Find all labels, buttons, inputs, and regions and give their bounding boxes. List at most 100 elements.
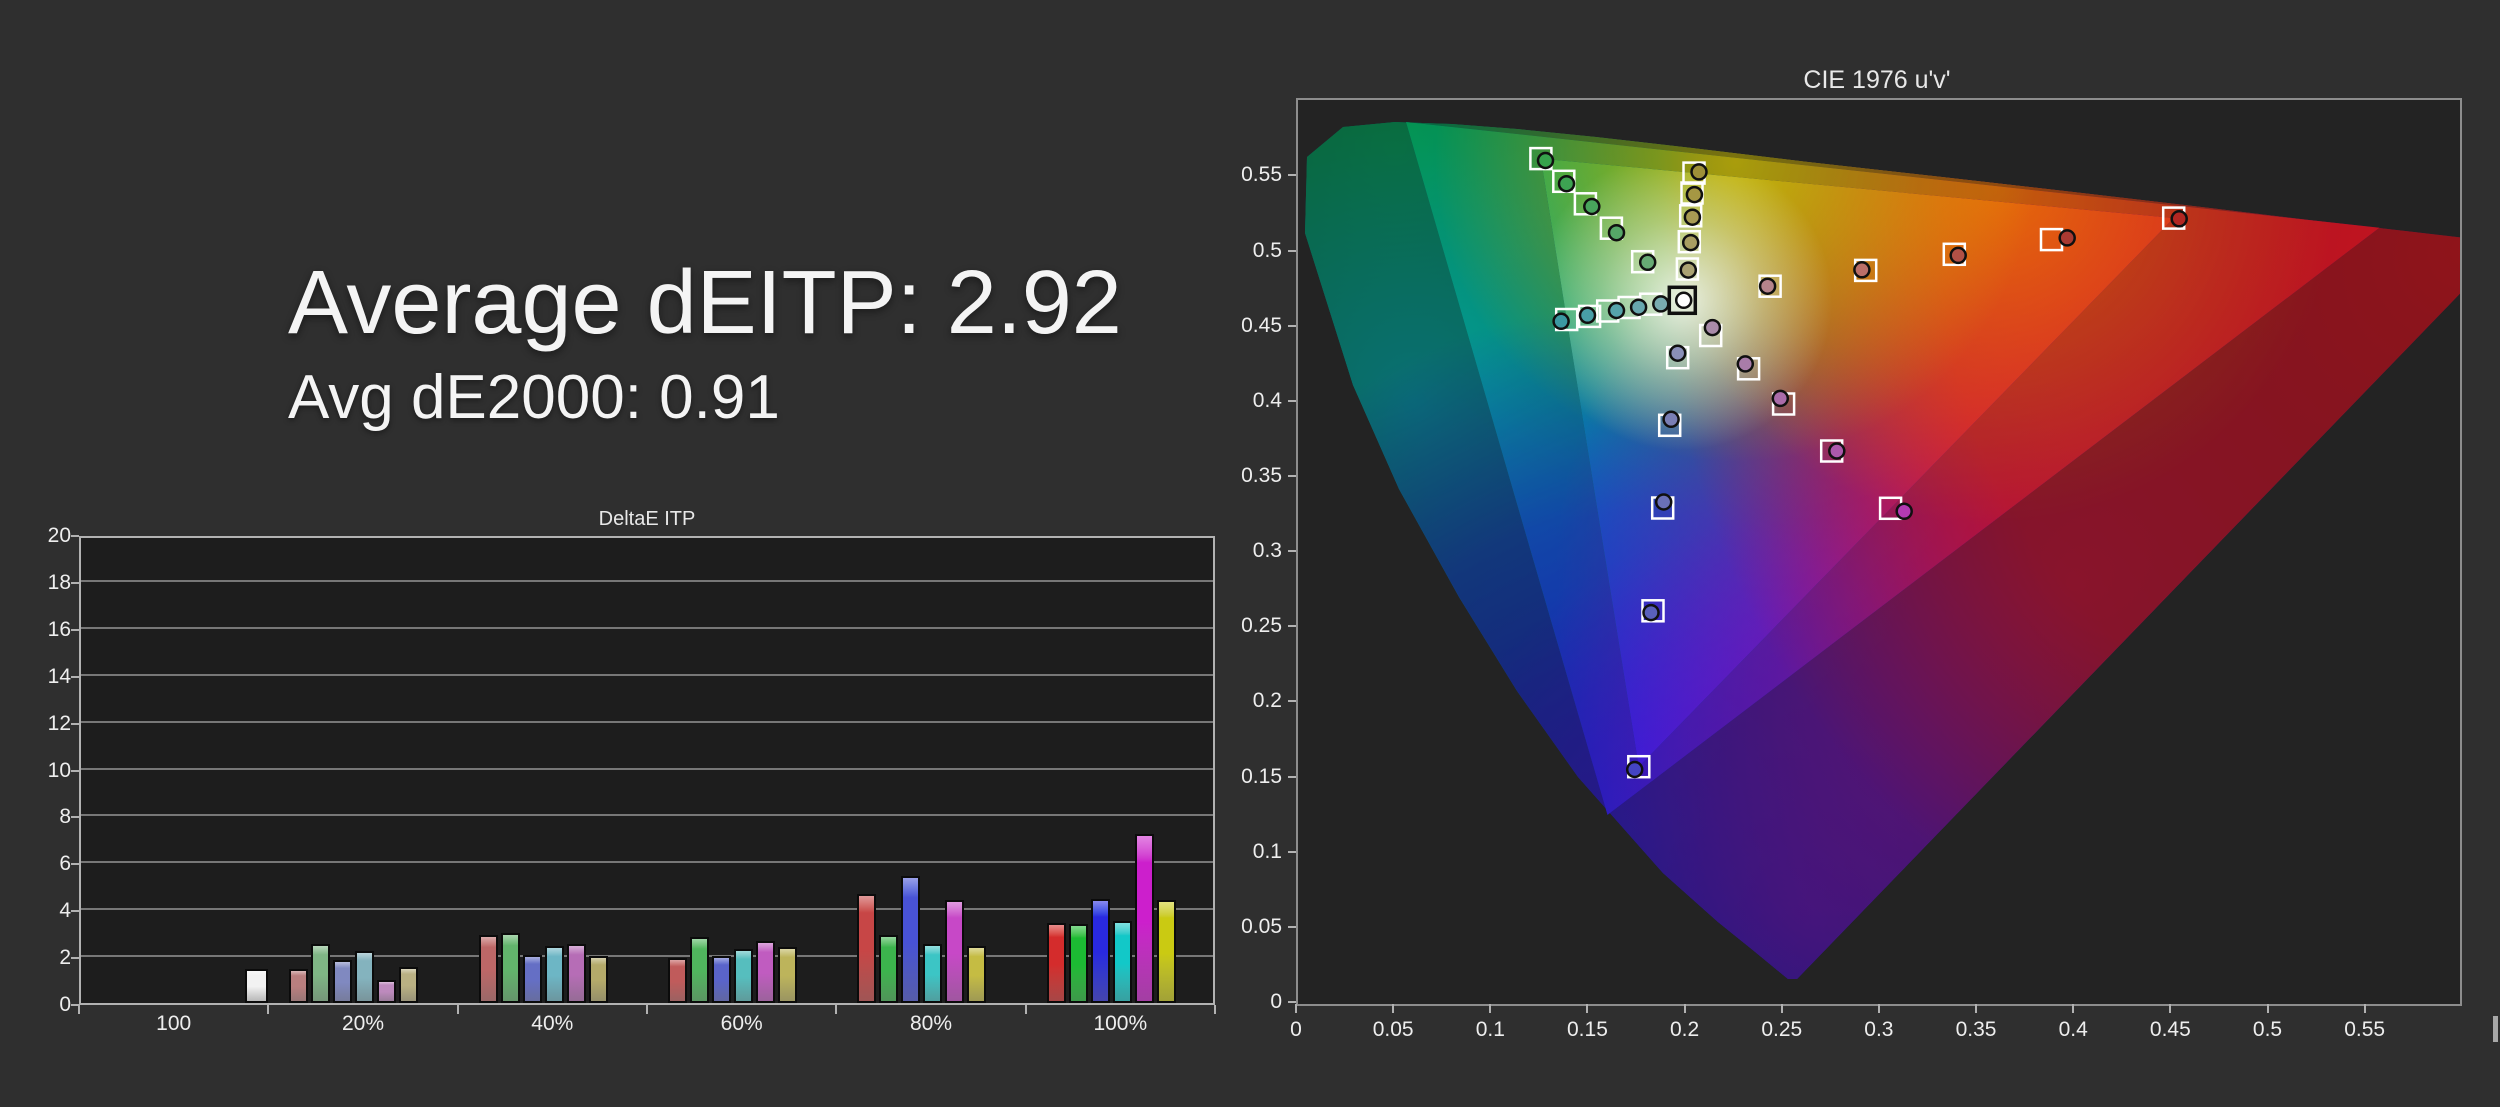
- cie-y-tick-label: 0: [1270, 990, 1282, 1013]
- cie-x-tick-label: 0.5: [2252, 1018, 2283, 1041]
- cie-x-tick-label: 0.55: [2344, 1018, 2386, 1041]
- cie-x-tick-label: 0.35: [1955, 1018, 1997, 1041]
- measured-circle-cyan-60: [1607, 301, 1626, 320]
- bar-y-tick: [71, 722, 79, 725]
- average-de2000-readout: Avg dE2000: 0.91: [288, 363, 780, 432]
- cie-y-tick-label: 0.15: [1241, 764, 1282, 788]
- bar-x-group-label: 100: [156, 1012, 192, 1035]
- bar-gridline: [81, 955, 1213, 958]
- measured-circle-blue-80: [1642, 603, 1660, 622]
- bar-magenta: [566, 944, 586, 1003]
- measured-circle-blue-20: [1668, 344, 1687, 362]
- bar-green: [311, 944, 331, 1003]
- bar-y-tick-label: 0: [59, 993, 71, 1016]
- bar-gridline: [81, 673, 1213, 676]
- bar-y-tick-label: 2: [59, 946, 71, 970]
- cie-y-tick-label: 0.1: [1252, 839, 1282, 863]
- measured-circle-green-40: [1607, 223, 1626, 242]
- cie-x-tick: [2072, 1004, 2075, 1013]
- bar-x-group-label: 60%: [720, 1012, 763, 1035]
- bar-gridline: [81, 908, 1213, 911]
- bar-group-boundary-tick: [835, 1005, 838, 1014]
- bar-blue: [901, 876, 921, 1003]
- bar-y-tick-label: 6: [59, 852, 71, 876]
- cie-x-tick-label: 0.15: [1567, 1018, 1608, 1041]
- bar-magenta: [945, 900, 965, 1003]
- cie-y-tick-label: 0.45: [1241, 313, 1282, 337]
- bar-x-group-label: 20%: [341, 1012, 384, 1035]
- cie-y-tick: [1288, 174, 1296, 177]
- cie-x-tick-label: 0.3: [1864, 1018, 1894, 1041]
- cie-x-tick: [2169, 1004, 2172, 1013]
- cie-y-tick: [1288, 1001, 1296, 1003]
- cie-x-tick: [1975, 1004, 1978, 1013]
- measured-circle-yellow-40: [1681, 233, 1700, 252]
- bar-y-tick: [71, 816, 79, 819]
- bar-cyan: [734, 949, 753, 1003]
- target-square-yellow-60: [1678, 204, 1703, 228]
- cie-1976-diagram: [1296, 98, 2462, 1006]
- cie-y-tick: [1288, 700, 1296, 703]
- measured-circle-red-20: [1758, 277, 1777, 295]
- measured-circle-cyan-40: [1629, 298, 1648, 316]
- measured-circle-yellow-80: [1685, 185, 1704, 204]
- measured-circle-red-80: [2058, 229, 2076, 247]
- bar-y-tick: [71, 581, 79, 584]
- cie-x-tick: [1877, 1004, 1880, 1013]
- measured-circle-magenta-80: [1828, 442, 1846, 460]
- cie-y-tick-label: 0.2: [1252, 689, 1282, 713]
- bar-group-boundary-tick: [646, 1005, 648, 1014]
- cie-x-tick-label: 0.05: [1372, 1018, 1414, 1041]
- bar-y-tick: [71, 957, 79, 960]
- bar-cyan: [355, 951, 375, 1003]
- cie-y-tick: [1288, 775, 1296, 778]
- cie-x-tick: [1392, 1004, 1395, 1013]
- cie-x-tick: [1489, 1004, 1492, 1013]
- bar-group-boundary-tick: [78, 1005, 80, 1014]
- cie-y-tick: [1288, 474, 1296, 477]
- cie-x-tick-label: 0.4: [2058, 1018, 2088, 1041]
- measured-circle-blue-60: [1654, 493, 1673, 511]
- bar-gridline: [81, 861, 1213, 864]
- cie-y-tick-label: 0.3: [1252, 539, 1282, 563]
- bar-y-tick: [71, 1004, 79, 1006]
- cie-y-tick-label: 0.35: [1241, 463, 1282, 487]
- bar-magenta: [377, 980, 397, 1003]
- cie-y-tick: [1288, 625, 1296, 628]
- bar-blue: [522, 955, 542, 1003]
- bar-magenta: [1134, 834, 1154, 1003]
- bar-red: [1046, 923, 1066, 1003]
- bar-group-boundary-tick: [456, 1005, 459, 1014]
- cie-x-tick-label: 0.45: [2149, 1018, 2191, 1041]
- bar-y-tick: [71, 910, 79, 913]
- cie-x-tick-label: 0.25: [1761, 1018, 1803, 1041]
- scrollbar-fragment: [2493, 1016, 2498, 1042]
- cie-x-tick-label: 0.2: [1669, 1018, 1700, 1041]
- measured-circle-blue-100: [1625, 760, 1644, 779]
- bar-cyan: [923, 944, 943, 1003]
- measured-circle-red-60: [1949, 246, 1967, 265]
- bar-y-tick: [71, 535, 79, 537]
- bar-yellow: [399, 967, 419, 1003]
- bar-y-tick-label: 14: [47, 664, 71, 688]
- cie-y-tick: [1288, 249, 1296, 252]
- cie-y-tick-label: 0.5: [1252, 238, 1282, 262]
- target-square-yellow-20: [1675, 257, 1700, 281]
- bar-group-boundary-tick: [1024, 1005, 1027, 1014]
- bar-green: [690, 937, 709, 1003]
- bar-red: [668, 958, 687, 1003]
- cie-x-tick: [1683, 1004, 1686, 1013]
- measured-circle-green-100: [1536, 151, 1555, 170]
- bar-green: [1068, 924, 1088, 1003]
- cie-x-tick: [1586, 1004, 1589, 1013]
- measured-circle-magenta-20: [1703, 318, 1722, 337]
- bar-y-tick-label: 20: [47, 524, 71, 547]
- bar-white: [245, 969, 269, 1003]
- cie-y-tick: [1288, 324, 1296, 327]
- bar-chart-title: DeltaE ITP: [598, 508, 696, 530]
- measured-circle-yellow-60: [1683, 208, 1702, 226]
- cie-y-tick-label: 0.25: [1241, 614, 1282, 638]
- cie-y-tick: [1288, 550, 1296, 553]
- measured-circle-red-100: [2170, 210, 2188, 228]
